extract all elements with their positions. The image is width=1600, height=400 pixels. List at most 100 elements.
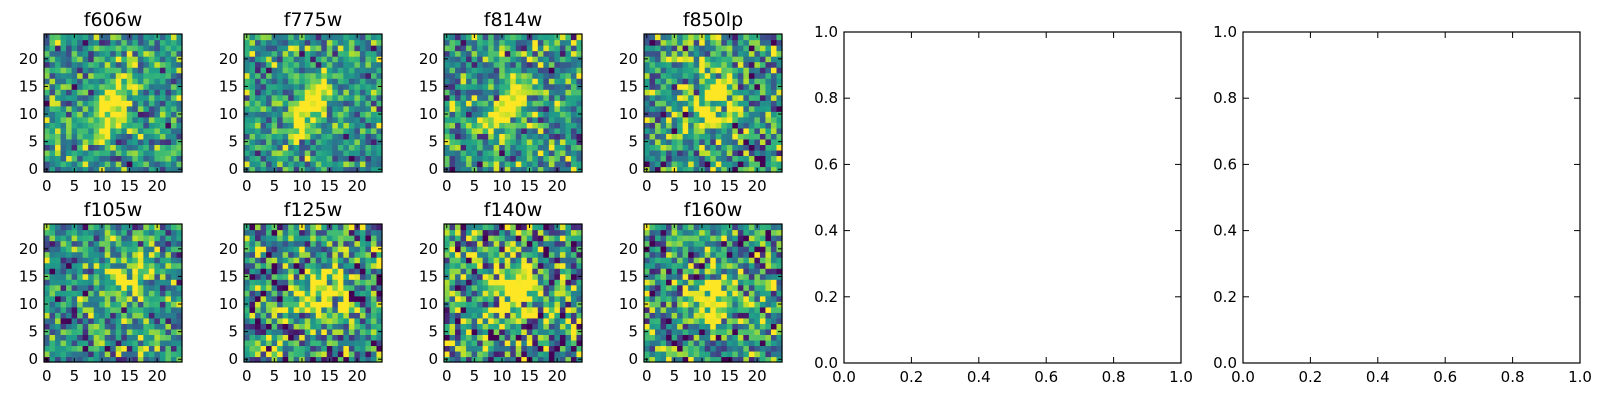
heatmap-cell (260, 295, 267, 302)
heatmap-cell (765, 356, 772, 363)
heatmap-cell (332, 72, 339, 79)
heatmap-cell (510, 39, 517, 46)
heatmap-cell (649, 144, 656, 151)
heatmap-cell (515, 144, 522, 151)
heatmap-cell (649, 50, 656, 57)
heatmap-cell (88, 94, 95, 101)
heatmap-cell (93, 56, 100, 63)
heatmap-cell (543, 262, 550, 269)
heatmap-cell (376, 34, 383, 41)
heatmap-cell (693, 284, 700, 291)
heatmap-cell (159, 72, 167, 79)
heatmap-cell (649, 350, 656, 358)
heatmap-cell (326, 138, 333, 145)
heatmap-cell (710, 339, 717, 347)
heatmap-cell (482, 111, 489, 118)
heatmap-cell (715, 350, 722, 358)
heatmap-cell (376, 224, 383, 231)
heatmap-cell (671, 138, 678, 145)
heatmap-cell (288, 34, 295, 41)
heatmap-cell (77, 317, 84, 324)
heatmap-cell (137, 149, 144, 157)
heatmap-cell (115, 105, 122, 112)
heatmap-cell (576, 94, 583, 101)
heatmap-cell (121, 89, 128, 96)
heatmap-cell (82, 116, 89, 123)
heatmap-cell (770, 133, 778, 140)
heatmap-cell (148, 301, 155, 308)
heatmap-cell (315, 78, 322, 85)
heatmap-cell (499, 149, 506, 157)
heatmap-cell (737, 312, 744, 319)
heatmap-cell (370, 34, 378, 41)
heatmap-cell (466, 78, 473, 85)
heatmap-cell (299, 306, 306, 313)
heatmap-cell (715, 155, 722, 162)
heatmap-cell (699, 149, 706, 157)
heatmap-cell (710, 133, 717, 140)
panel-title: f105w (84, 199, 143, 221)
heatmap-cell (677, 345, 684, 352)
heatmap-cell (365, 257, 372, 264)
heatmap-cell (104, 334, 111, 341)
heatmap-cell (165, 290, 172, 297)
heatmap-cell (704, 155, 711, 162)
heatmap-cell (493, 273, 500, 280)
heatmap-cell (137, 72, 144, 79)
heatmap-cell (471, 45, 478, 52)
heatmap-cell (526, 317, 533, 324)
heatmap-cell (477, 284, 484, 291)
heatmap-cell (288, 56, 295, 63)
heatmap-cell (82, 94, 89, 101)
heatmap-cell (471, 83, 478, 90)
heatmap-cell (532, 94, 539, 101)
heatmap-cell (565, 149, 572, 157)
heatmap-cell (726, 312, 733, 319)
heatmap-cell (121, 122, 128, 129)
heatmap-cell (299, 339, 306, 347)
heatmap-cell (66, 83, 73, 90)
heatmap-cell (332, 149, 339, 157)
heatmap-cell (493, 290, 500, 297)
heatmap-cell (444, 284, 451, 291)
heatmap-cell (310, 356, 317, 363)
heatmap-cell (55, 350, 62, 358)
heatmap-cell (277, 105, 284, 112)
heatmap-cell (354, 240, 361, 247)
heatmap-cell (776, 284, 783, 291)
heatmap-cell (444, 72, 451, 79)
heatmap-cell (521, 94, 528, 101)
heatmap-cell (44, 334, 51, 341)
heatmap-cell (337, 100, 344, 107)
heatmap-cell (126, 45, 133, 52)
heatmap-cell (504, 334, 511, 341)
heatmap-cell (710, 89, 717, 96)
heatmap-cell (682, 111, 689, 118)
heatmap-cell (488, 138, 495, 145)
heatmap-cell (104, 268, 111, 275)
heatmap-cell (376, 339, 383, 347)
heatmap-cell (148, 122, 155, 129)
heatmap-cell (99, 155, 106, 162)
heatmap-cell (249, 268, 256, 275)
heatmap-cell (671, 155, 678, 162)
heatmap-cell (554, 257, 561, 264)
heatmap-cell (44, 144, 51, 151)
heatmap-cell (370, 284, 378, 291)
heatmap-cell (482, 251, 489, 258)
heatmap-cell (121, 339, 128, 347)
heatmap-cell (732, 116, 739, 123)
heatmap-cell (526, 262, 533, 269)
heatmap-cell (44, 39, 51, 46)
heatmap-cell (137, 328, 144, 335)
heatmap-cell (44, 268, 51, 275)
heatmap-cell (110, 279, 117, 286)
heatmap-cell (266, 72, 273, 79)
heatmap-cell (477, 83, 484, 90)
heatmap-cell (576, 306, 583, 313)
heatmap-cell (343, 317, 350, 324)
heatmap-cell (715, 67, 722, 74)
heatmap-cell (315, 83, 322, 90)
heatmap-cell (343, 149, 350, 157)
